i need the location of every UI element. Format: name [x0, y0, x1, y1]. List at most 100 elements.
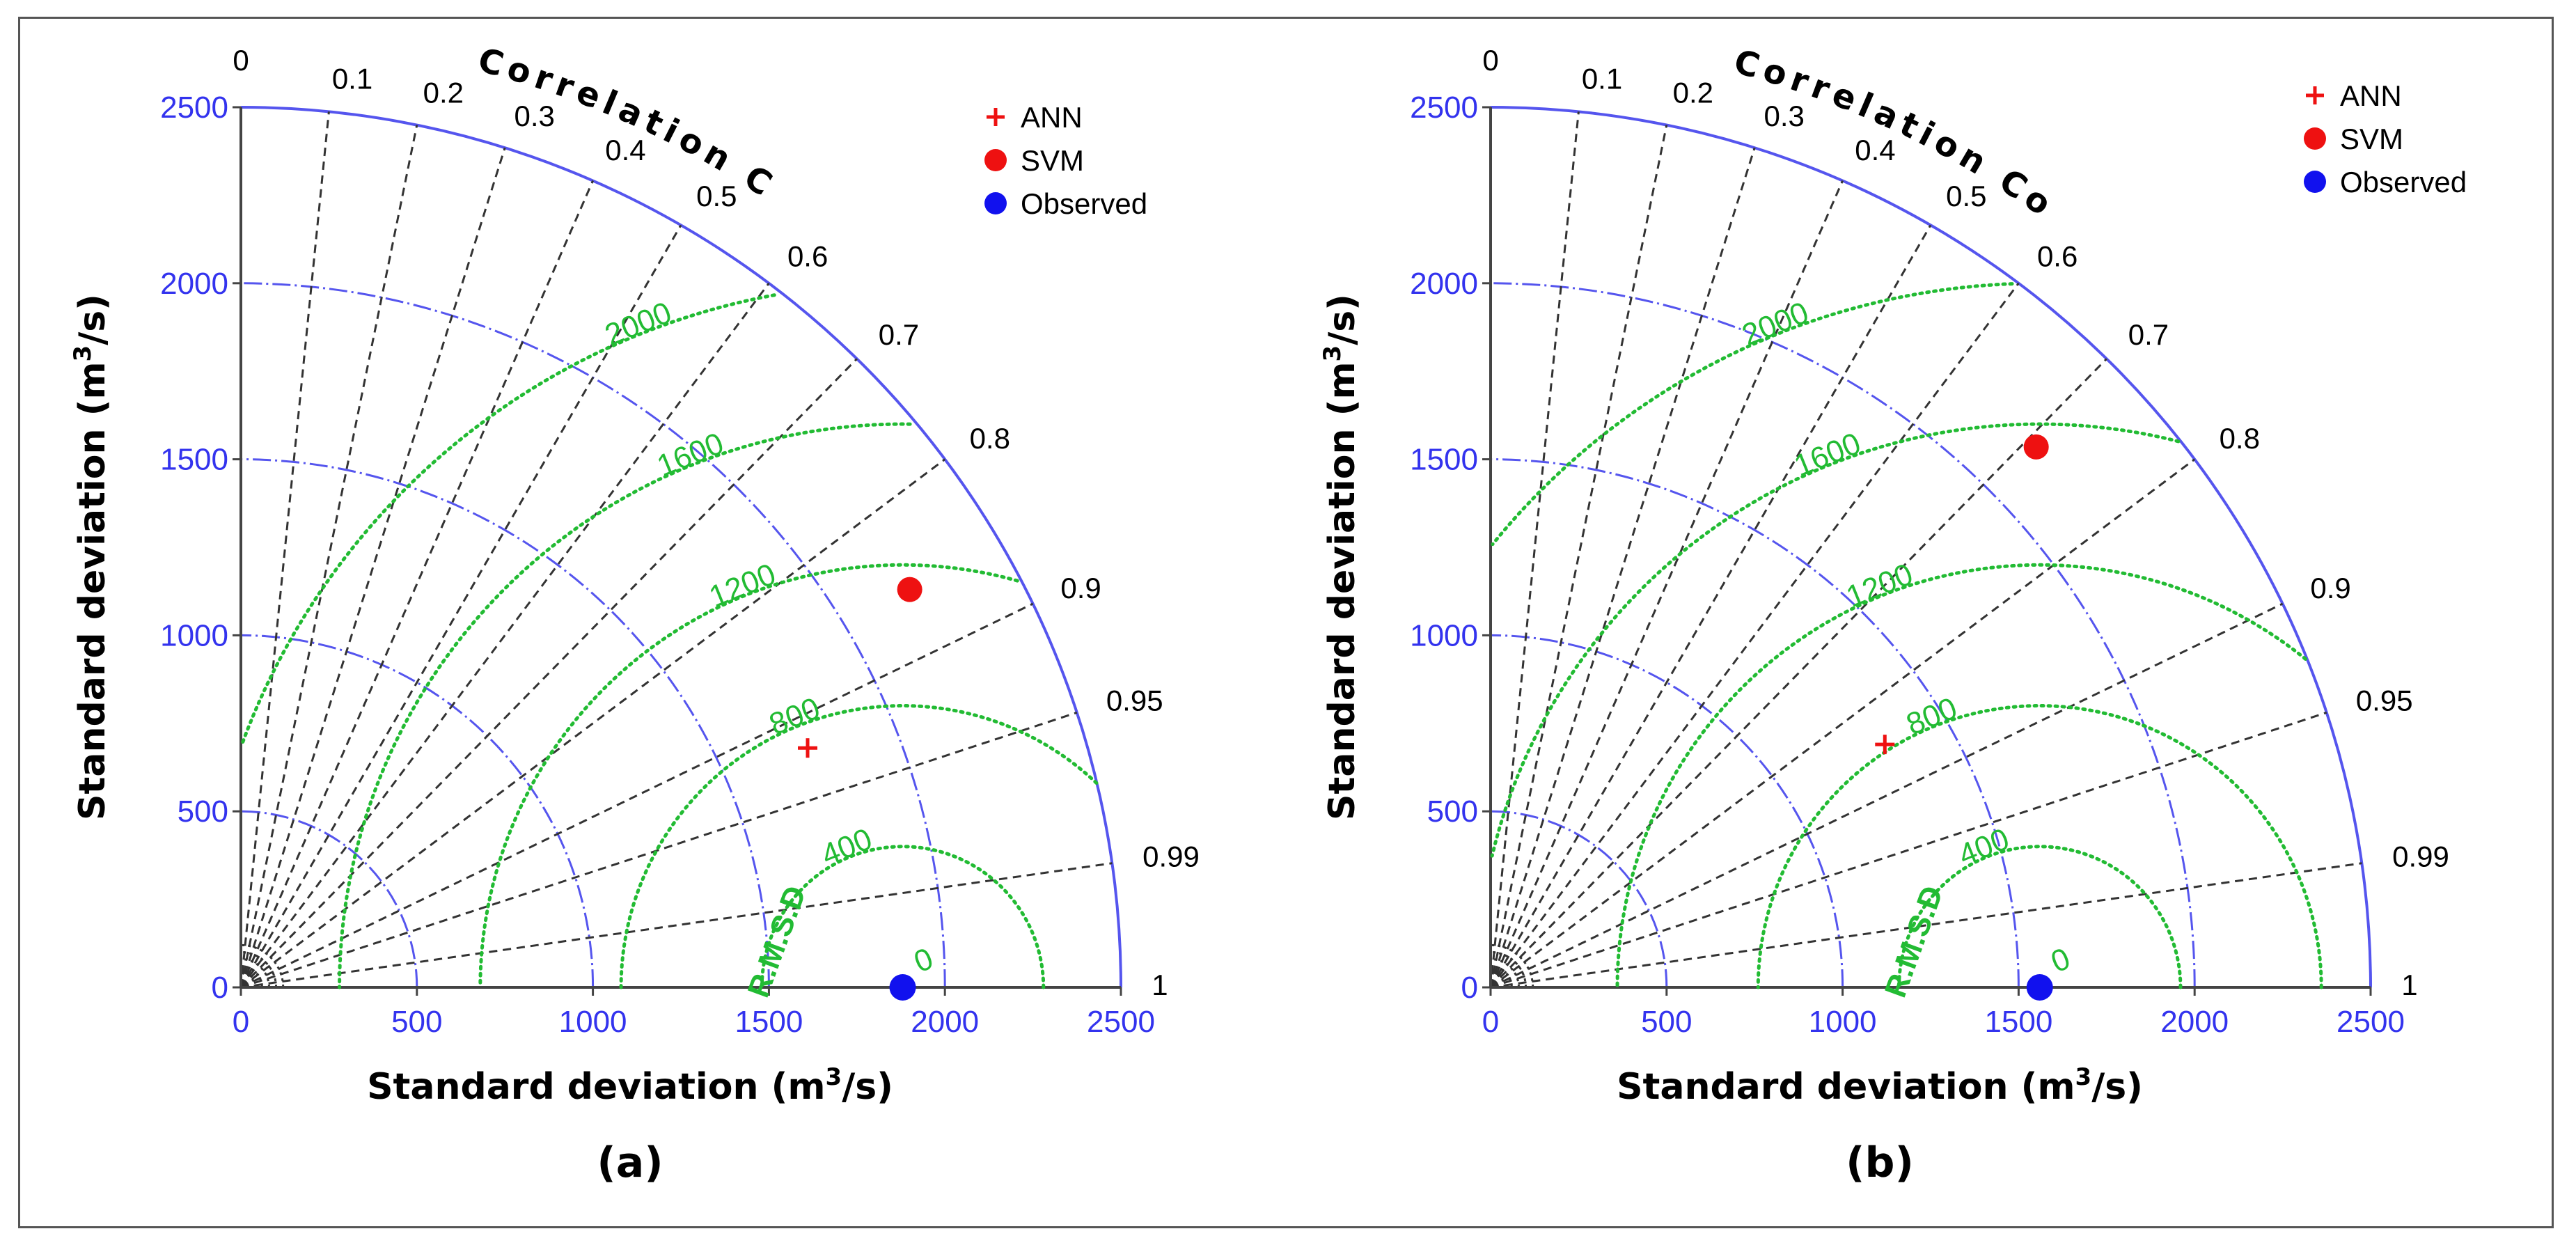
corr-tick-label: 0.95: [1106, 684, 1163, 717]
corr-tick-label: 0.6: [787, 240, 828, 273]
rmsd-tick-label: 1600: [652, 426, 728, 483]
std-arc: [1490, 458, 2020, 988]
rmsd-tick-label: 400: [817, 822, 877, 872]
y-tick-label: 500: [178, 794, 228, 829]
rmsd-tick-label: 1200: [705, 557, 780, 614]
legend-observed-label: Observed: [2340, 166, 2467, 198]
x-tick-label: 2500: [1087, 1005, 1155, 1039]
std-arc: [240, 634, 595, 988]
corr-line: [240, 458, 946, 989]
legend-ann-label: ANN: [2340, 79, 2402, 112]
rmsd-arc: [1756, 704, 2323, 989]
legend-observed-marker: [984, 192, 1007, 214]
y-tick-label: 2500: [160, 91, 228, 125]
corr-line: [1489, 224, 1932, 988]
legend-observed-marker: [2304, 171, 2326, 193]
corr-tick-label: 0.3: [514, 100, 554, 132]
corr-line: [1490, 458, 2196, 989]
y-tick-label: 0: [1461, 971, 1478, 1005]
y-tick-label: 1000: [160, 618, 228, 652]
rmsd-tick-label: 0: [909, 941, 938, 980]
y-tick-label: 500: [1427, 794, 1478, 829]
legend-svm-label: SVM: [1021, 144, 1084, 177]
ann-point: [1875, 735, 1895, 755]
corr-line: [1490, 602, 2284, 989]
corr-line: [240, 602, 1034, 989]
corr-line: [239, 111, 330, 988]
corr-line: [239, 125, 418, 988]
x-tick-label: 500: [1641, 1005, 1692, 1039]
std-arc: [1490, 810, 1668, 988]
corr-line: [239, 282, 770, 988]
corr-line: [239, 147, 506, 988]
y-tick-label: 1000: [1410, 618, 1478, 652]
corr-line: [240, 711, 1078, 989]
legend-svm-label: SVM: [2340, 123, 2403, 155]
observed-point: [889, 974, 916, 1001]
rmsd-arc: [1896, 845, 2183, 989]
x-axis-title: Standard deviation (m3/s): [367, 1063, 893, 1108]
figure-frame: [18, 17, 2554, 1228]
x-axis-title: Standard deviation (m3/s): [1617, 1063, 2143, 1108]
corr-tick-label: 0: [1482, 44, 1498, 77]
corr-line: [1489, 358, 2107, 989]
corr-tick-label: 0.7: [879, 318, 919, 351]
panel-label: (b): [1846, 1138, 1914, 1187]
taylor-diagram-a: 00.1 0.20.30.40.50.60.70.80.90.950.991005…: [0, 0, 1200, 1187]
rmsd-title: R.M.S.D: [741, 882, 813, 1002]
corr-line: [239, 358, 858, 989]
x-tick-label: 1000: [1809, 1005, 1877, 1039]
corr-tick-label: 0.8: [2220, 422, 2260, 455]
rmsd-arc: [1491, 282, 2014, 547]
rmsd-tick-label: 800: [764, 691, 824, 742]
rmsd-tick-label: 1200: [1841, 557, 1917, 614]
x-tick-label: 1500: [735, 1005, 803, 1039]
x-tick-label: 1500: [1984, 1005, 2052, 1039]
x-tick-label: 2000: [911, 1005, 979, 1039]
corr-line: [1490, 711, 2327, 989]
corr-tick-label: 0.1: [1582, 62, 1622, 95]
y-tick-label: 2000: [160, 267, 228, 301]
x-tick-label: 0: [233, 1005, 249, 1039]
y-tick-label: 2500: [1410, 91, 1478, 125]
corr-tick-label: 0.2: [423, 76, 464, 109]
corr-line: [1490, 862, 2362, 989]
std-arc: [1490, 634, 1844, 988]
x-tick-label: 0: [1482, 1005, 1499, 1039]
rmsd-tick-label: 2000: [600, 295, 676, 352]
rmsd-arc: [240, 293, 776, 746]
rmsd-arc: [338, 422, 912, 989]
corr-line: [239, 224, 682, 988]
rmsd-tick-label: 1600: [1789, 426, 1865, 483]
x-tick-label: 2500: [2337, 1005, 2405, 1039]
corr-tick-label: 0.7: [2128, 318, 2169, 351]
std-arc: [240, 810, 418, 988]
corr-tick-label: 0.1: [332, 62, 372, 95]
svm-point: [2023, 434, 2049, 460]
rmsd-arc: [619, 704, 1099, 989]
corr-tick-label: 1: [1152, 969, 1168, 1001]
corr-tick-label: 0.4: [1855, 134, 1895, 166]
legend-observed-label: Observed: [1021, 187, 1147, 220]
corr-tick-label: 0.5: [1946, 180, 1986, 212]
y-axis-title: Standard deviation (m3/s): [69, 294, 113, 820]
observed-point: [2026, 974, 2053, 1001]
y-tick-label: 0: [212, 971, 228, 1005]
x-tick-label: 2000: [2160, 1005, 2229, 1039]
corr-line: [240, 862, 1113, 989]
corr-line: [1489, 147, 1756, 988]
corr-tick-label: 0.5: [696, 180, 737, 212]
std-arc: [240, 282, 946, 988]
corr-line: [1489, 282, 2020, 988]
std-arc: [1490, 282, 2196, 988]
corr-tick-label: 0.99: [1142, 840, 1200, 873]
corr-tick-label: 1: [2401, 969, 2417, 1001]
corr-line: [1489, 111, 1580, 988]
legend-svm-marker: [984, 149, 1007, 171]
y-tick-label: 1500: [160, 443, 228, 477]
rmsd-arc: [760, 845, 1046, 989]
corr-tick-label: 0.8: [970, 422, 1010, 455]
corr-axis-title: Correlation Coefficient: [0, 0, 783, 207]
x-tick-label: 1000: [559, 1005, 627, 1039]
corr-tick-label: 0.6: [2037, 240, 2078, 273]
